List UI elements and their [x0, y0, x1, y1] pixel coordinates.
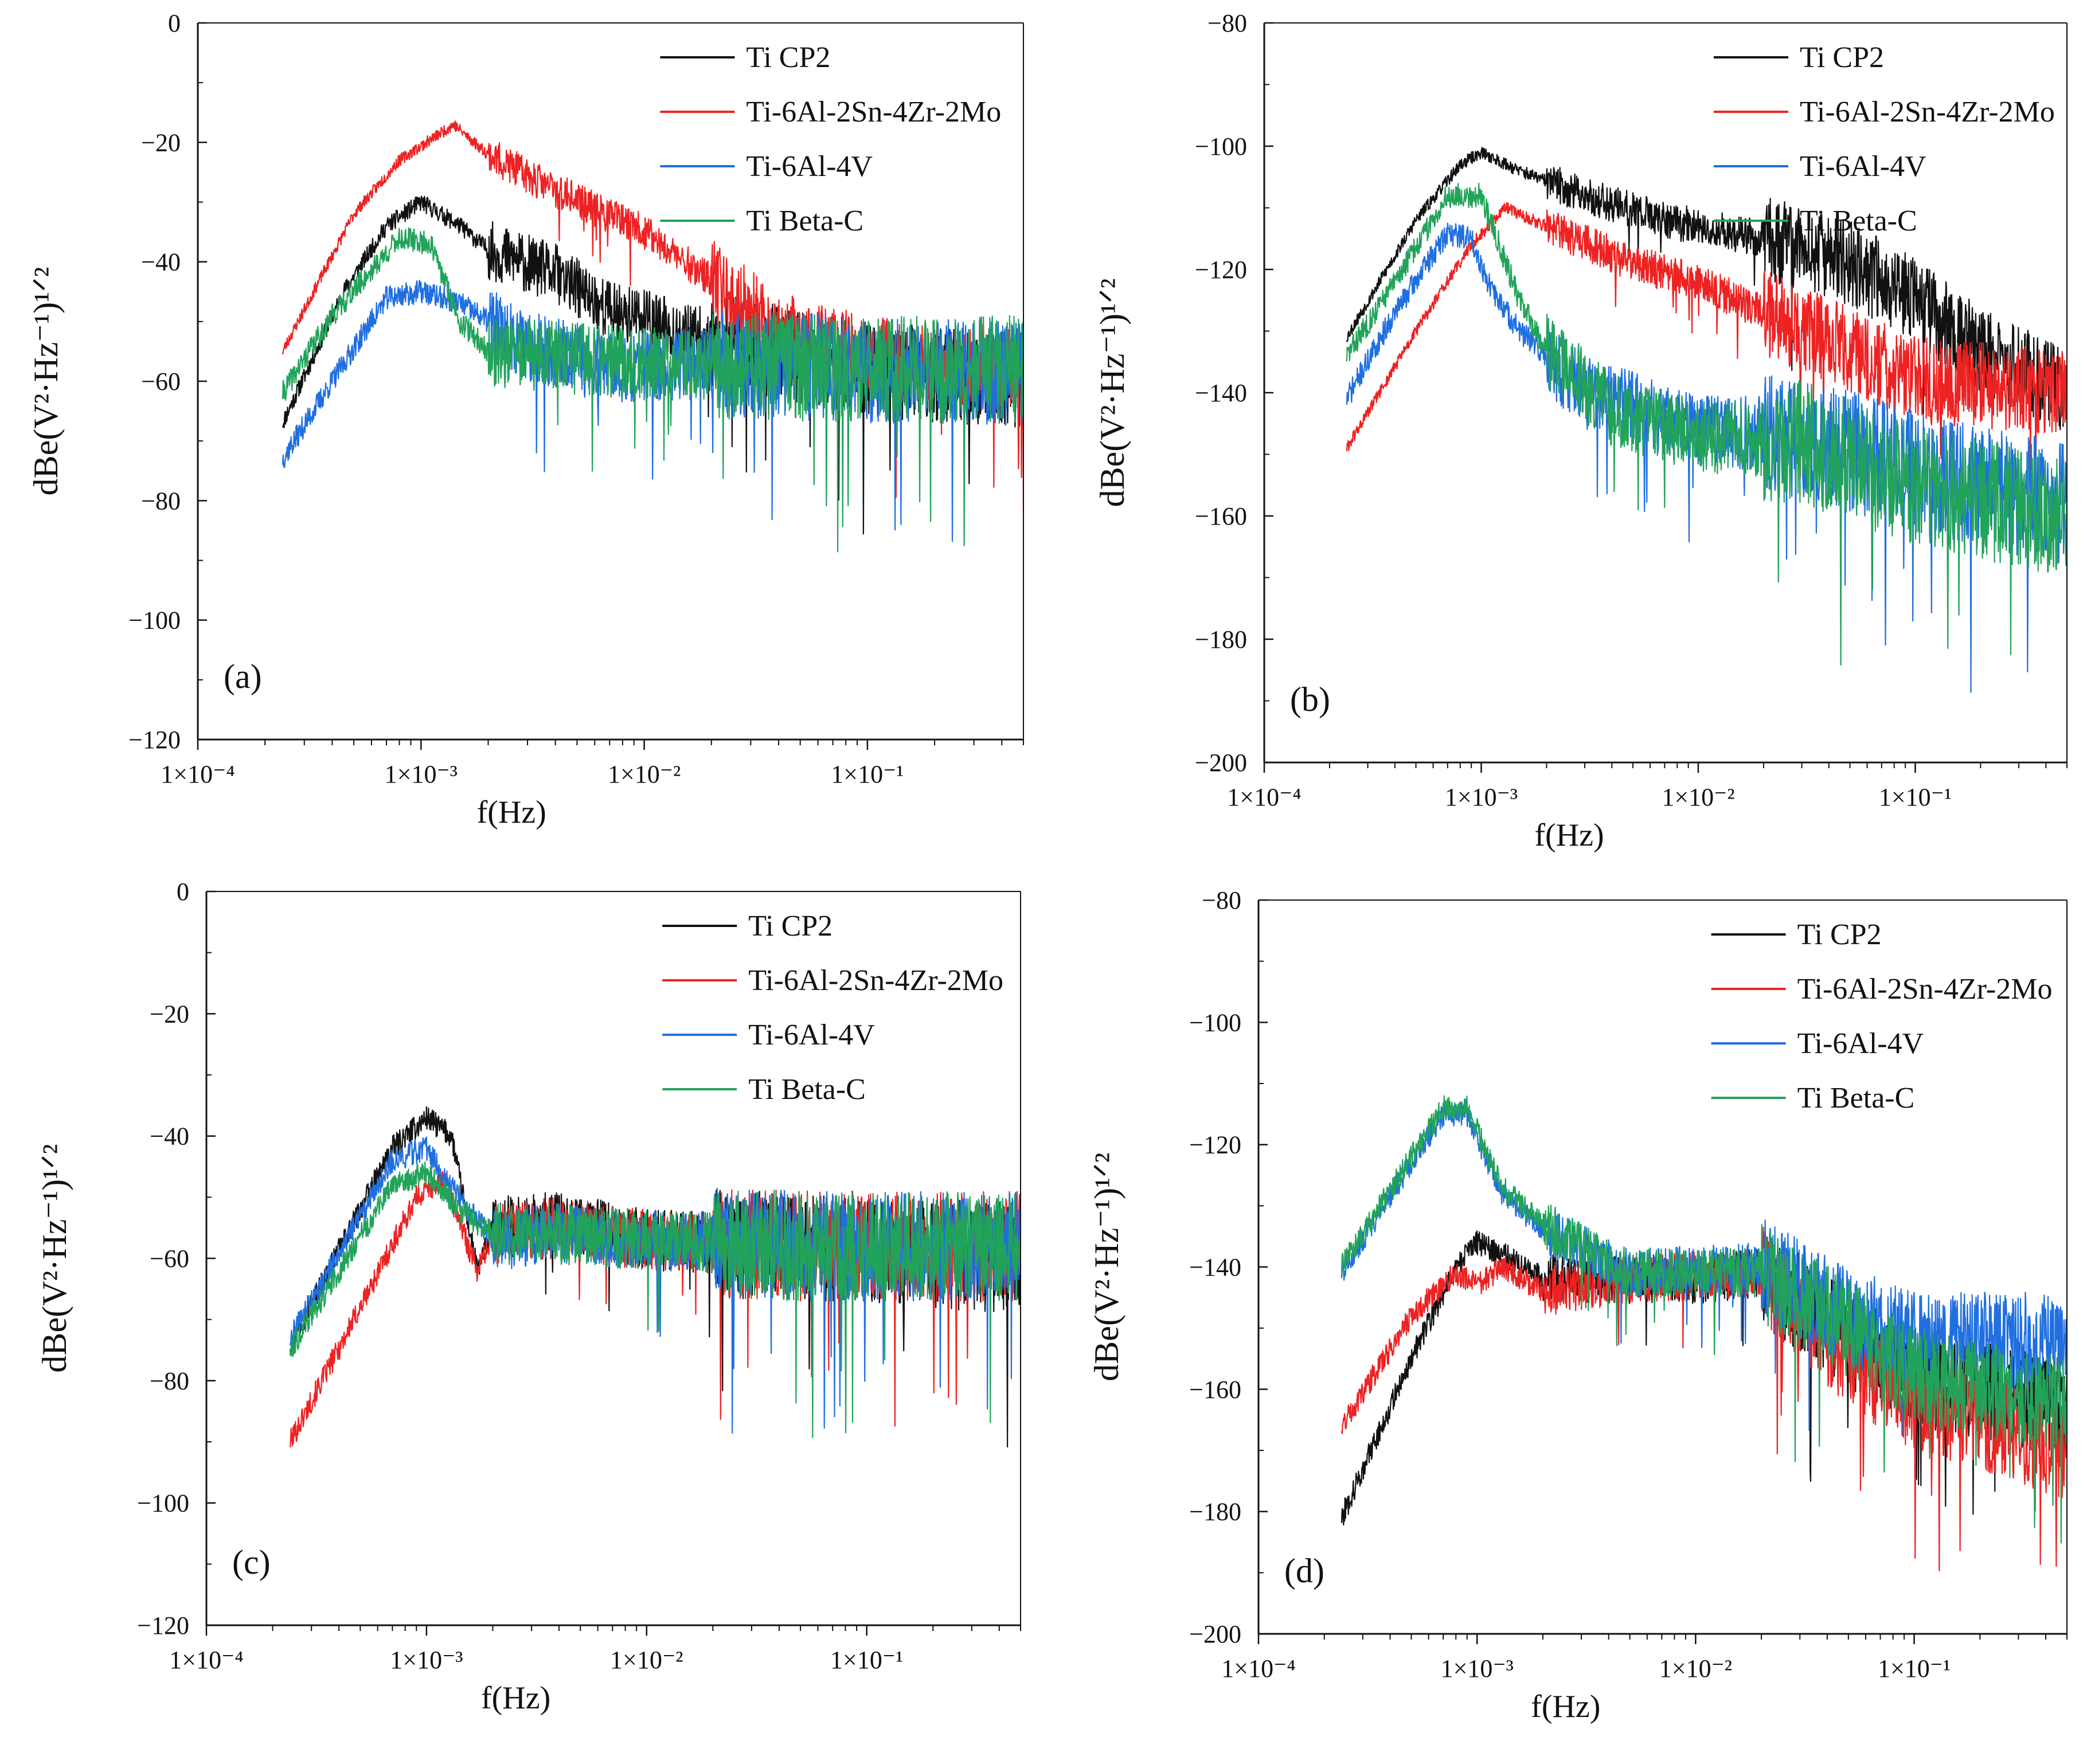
- panel-label: (c): [232, 1543, 271, 1581]
- y-tick-label: −200: [1195, 749, 1247, 777]
- series-line-4: [1346, 182, 2067, 666]
- y-tick-label: −120: [128, 726, 181, 754]
- y-tick-label: −100: [128, 607, 181, 635]
- y-tick-label: −100: [1189, 1008, 1241, 1037]
- x-tick-label: 1×10⁻³: [385, 760, 458, 788]
- x-axis-title: f(Hz): [481, 1680, 550, 1716]
- legend-entry: Ti-6Al-4V: [748, 1019, 875, 1051]
- legend: Ti CP2 Ti-6Al-2Sn-4Zr-2Mo Ti-6Al-4V Ti Beta…: [662, 910, 1003, 1106]
- x-tick-label: 1×10⁻²: [610, 1646, 683, 1674]
- legend-entry: Ti Beta-C: [1800, 205, 1917, 237]
- x-tick-label: 1×10⁻³: [1441, 1655, 1514, 1683]
- panel-label: (a): [224, 658, 262, 695]
- x-tick-label: 1×10⁻³: [390, 1646, 463, 1674]
- y-tick-label: −60: [150, 1245, 189, 1273]
- y-tick-label: −120: [1195, 256, 1247, 284]
- panel-b: −80 −100 −120 −140 −160 −180 −200 1×10⁻⁴ 1×10⁻³ 1…: [1093, 9, 2068, 853]
- y-tick-label: −80: [150, 1367, 189, 1395]
- y-axis-title: dBe(V²·Hz⁻¹)¹ᐟ²: [1093, 279, 1131, 507]
- x-tick-label: 1×10⁻⁴: [1221, 1655, 1295, 1683]
- y-tick-label: −200: [1189, 1620, 1241, 1648]
- y-tick-label: −80: [1202, 886, 1241, 914]
- y-tick-label: −160: [1195, 502, 1247, 530]
- y-tick-label: −80: [1207, 9, 1247, 37]
- y-tick-label: −160: [1189, 1375, 1241, 1403]
- legend-entry: Ti CP2: [746, 41, 830, 74]
- legend-entry: Ti-6Al-4V: [1800, 150, 1926, 183]
- y-tick-label: 0: [168, 9, 181, 37]
- legend-entry: Ti-6Al-2Sn-4Zr-2Mo: [746, 96, 1001, 128]
- y-tick-label: −60: [141, 367, 181, 396]
- y-tick-label: −180: [1195, 625, 1247, 654]
- series-group: [1340, 1095, 2067, 1571]
- y-tick-label: −120: [137, 1612, 189, 1640]
- y-tick-label: −100: [1195, 132, 1247, 161]
- y-tick-label: −40: [141, 248, 181, 276]
- y-axis-title: dBe(V²·Hz⁻¹)¹ᐟ²: [27, 267, 65, 496]
- x-tick-label: 1×10⁻²: [1662, 783, 1734, 811]
- y-tick-label: −140: [1189, 1253, 1241, 1281]
- x-tick-label: 1×10⁻⁴: [1227, 783, 1301, 811]
- legend-entry: Ti-6Al-4V: [1797, 1027, 1924, 1060]
- y-tick-label: −40: [150, 1122, 189, 1151]
- legend-entry: Ti-6Al-2Sn-4Zr-2Mo: [748, 964, 1003, 997]
- series-line-4: [289, 1161, 1021, 1438]
- legend-entry: Ti-6Al-2Sn-4Zr-2Mo: [1797, 973, 2053, 1006]
- series-group: [282, 120, 1023, 553]
- panel-label: (d): [1284, 1552, 1324, 1590]
- y-tick-label: −20: [150, 1000, 189, 1028]
- y-tick-label: −80: [141, 487, 181, 515]
- series-line-4: [1340, 1095, 2067, 1544]
- x-tick-label: 1×10⁻⁴: [169, 1646, 243, 1674]
- legend: Ti CP2 Ti-6Al-2Sn-4Zr-2Mo Ti-6Al-4V Ti Beta…: [660, 41, 1001, 237]
- legend-entry: Ti CP2: [1797, 918, 1882, 951]
- panel-c: 0 −20 −40 −60 −80 −100 −120 1×10⁻⁴ 1×10⁻³ 1×10⁻² 1…: [36, 878, 1021, 1716]
- x-tick-label: 1×10⁻¹: [830, 1646, 903, 1674]
- y-tick-label: −20: [141, 128, 181, 157]
- y-tick-label: −140: [1195, 379, 1247, 407]
- x-tick-label: 1×10⁻²: [1659, 1655, 1732, 1683]
- legend-entry: Ti Beta-C: [746, 205, 863, 237]
- series-group: [289, 1106, 1021, 1448]
- legend-entry: Ti CP2: [1800, 41, 1884, 74]
- legend-entry: Ti CP2: [748, 910, 833, 942]
- x-tick-label: 1×10⁻²: [608, 760, 681, 788]
- x-axis-title: f(Hz): [1534, 818, 1604, 853]
- legend-entry: Ti Beta-C: [1797, 1082, 1915, 1114]
- y-tick-label: 0: [177, 878, 189, 906]
- panel-label: (b): [1290, 680, 1330, 718]
- legend-entry: Ti Beta-C: [748, 1073, 866, 1106]
- y-tick-label: −120: [1189, 1131, 1241, 1159]
- series-line-2: [1346, 202, 2067, 502]
- y-tick-label: −180: [1189, 1498, 1241, 1526]
- x-tick-label: 1×10⁻¹: [1878, 1655, 1951, 1683]
- legend-entry: Ti-6Al-2Sn-4Zr-2Mo: [1800, 96, 2055, 128]
- panel-d: −80 −100 −120 −140 −160 −180 −200 1×10⁻⁴ 1×10⁻³ 1…: [1088, 886, 2068, 1724]
- series-line-3: [289, 1136, 1021, 1434]
- series-group: [1346, 147, 2067, 693]
- legend: Ti CP2 Ti-6Al-2Sn-4Zr-2Mo Ti-6Al-4V Ti Beta…: [1711, 918, 2053, 1114]
- y-tick-label: −100: [137, 1489, 189, 1517]
- legend-entry: Ti-6Al-4V: [746, 150, 873, 183]
- legend: Ti CP2 Ti-6Al-2Sn-4Zr-2Mo Ti-6Al-4V Ti Beta…: [1714, 41, 2055, 237]
- panel-a: 0 −20 −40 −60 −80 −100 −120 1×10⁻⁴ 1×10⁻³ 1×10⁻² 1…: [27, 9, 1024, 830]
- x-tick-label: 1×10⁻³: [1445, 783, 1518, 811]
- x-axis-title: f(Hz): [477, 795, 546, 830]
- x-tick-label: 1×10⁻¹: [831, 760, 904, 788]
- x-tick-label: 1×10⁻¹: [1879, 783, 1952, 811]
- x-tick-label: 1×10⁻⁴: [161, 760, 235, 788]
- y-axis-title: dBe(V²·Hz⁻¹)¹ᐟ²: [36, 1144, 73, 1373]
- y-axis-title: dBe(V²·Hz⁻¹)¹ᐟ²: [1088, 1153, 1125, 1382]
- series-line-4: [282, 227, 1023, 553]
- x-axis-title: f(Hz): [1531, 1689, 1600, 1724]
